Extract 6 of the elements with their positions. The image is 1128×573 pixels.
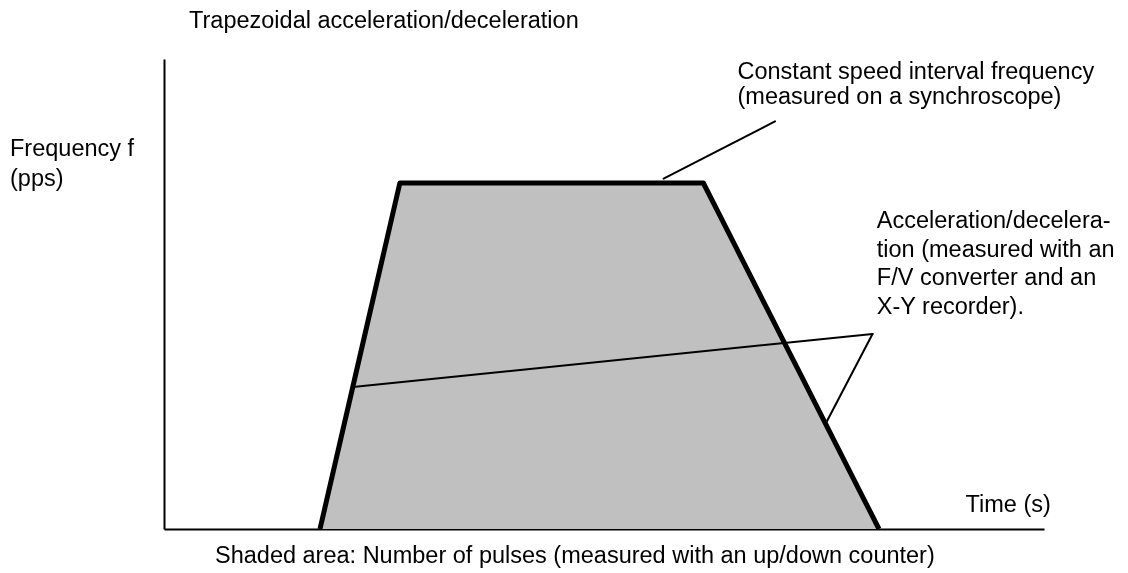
text: Frequency f (pps) xyxy=(10,135,135,191)
text: Constant speed interval frequency (measured on a synchroscope) xyxy=(737,58,1095,109)
x-axis-title: Time (s) xyxy=(965,490,1051,517)
chart-title: Trapezoidal acceleration/deceleration xyxy=(189,6,579,33)
annotation: Acceleration/decelera- tion (measured with an F/V converter and an X-Y recorder). xyxy=(876,207,1115,319)
text: Shaded area: Number of pulses (measured with an up/down counter) xyxy=(215,542,935,568)
